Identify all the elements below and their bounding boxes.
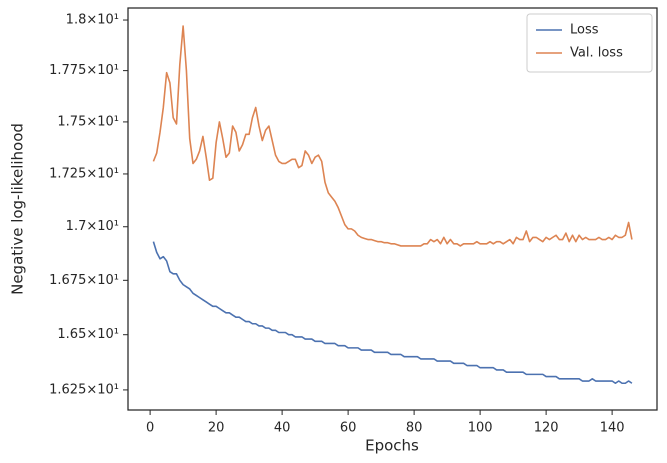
y-tick-label: 1.75×10¹	[57, 114, 119, 129]
legend-label: Loss	[570, 23, 599, 38]
y-tick-label: 1.8×10¹	[66, 13, 119, 28]
legend-box	[526, 13, 653, 73]
line-series	[152, 25, 633, 247]
y-tick-label: 1.65×10¹	[57, 327, 119, 342]
x-tick-label: 40	[274, 421, 291, 436]
y-tick-label: 1.7×10¹	[66, 219, 119, 234]
x-tick-label: 140	[600, 421, 625, 436]
x-axis-label: Epochs	[365, 437, 419, 455]
y-tick-label: 1.675×10¹	[49, 273, 119, 288]
y-tick-label: 1.725×10¹	[49, 166, 119, 181]
line-series	[152, 241, 633, 385]
x-tick-label: 100	[468, 421, 493, 436]
x-tick-label: 120	[534, 421, 559, 436]
x-tick-label: 80	[406, 421, 423, 436]
y-tick-label: 1.775×10¹	[49, 63, 119, 78]
y-axis-label: Negative log-likelihood	[9, 123, 27, 295]
x-tick-label: 20	[208, 421, 225, 436]
y-tick-label: 1.625×10¹	[49, 382, 119, 397]
legend-label: Val. loss	[570, 46, 623, 61]
x-tick-label: 0	[146, 421, 154, 436]
plot-frame	[127, 7, 658, 411]
x-tick-label: 60	[340, 421, 357, 436]
